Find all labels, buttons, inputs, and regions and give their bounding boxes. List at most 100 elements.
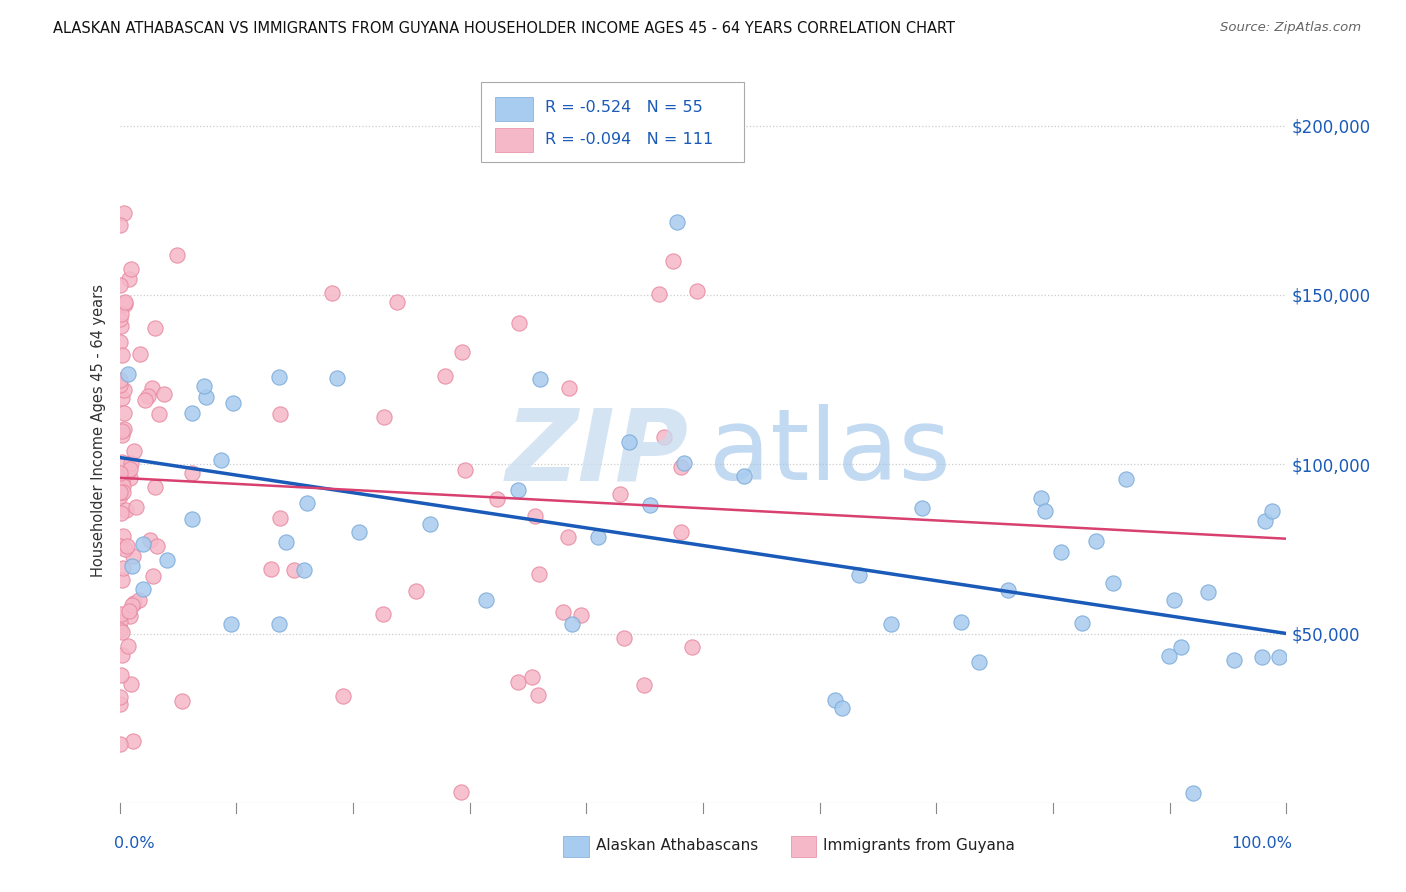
Point: [1031, 491, 1053, 505]
Point: [1033, 504, 1056, 518]
Point: [486, 491, 509, 506]
Point: [166, 248, 188, 262]
Point: [1170, 640, 1192, 654]
Point: [111, 529, 134, 543]
Point: [1115, 472, 1137, 486]
Point: [110, 319, 132, 334]
Point: [108, 697, 131, 711]
Point: [274, 534, 297, 549]
Point: [120, 462, 142, 476]
Point: [108, 218, 131, 232]
Point: [122, 549, 145, 563]
Point: [142, 569, 165, 583]
Text: ZIP: ZIP: [506, 404, 689, 501]
Point: [561, 617, 583, 632]
Point: [111, 648, 134, 663]
Point: [195, 390, 218, 404]
Point: [120, 261, 142, 276]
Point: [108, 334, 131, 349]
Text: R = -0.524   N = 55: R = -0.524 N = 55: [546, 101, 703, 115]
Point: [108, 737, 131, 751]
Point: [136, 389, 159, 403]
Point: [152, 387, 174, 401]
Point: [134, 393, 156, 408]
Point: [619, 435, 641, 450]
Point: [108, 539, 131, 553]
Point: [112, 406, 135, 420]
Point: [117, 639, 139, 653]
Point: [260, 562, 283, 576]
Text: Alaskan Athabascans: Alaskan Athabascans: [596, 838, 758, 854]
Text: 100.0%: 100.0%: [1232, 837, 1292, 851]
Point: [111, 424, 134, 438]
Point: [143, 480, 166, 494]
Point: [121, 599, 143, 613]
Point: [848, 567, 870, 582]
Point: [529, 372, 551, 386]
Text: atlas: atlas: [709, 404, 950, 501]
Point: [969, 655, 991, 669]
Point: [1050, 545, 1073, 559]
Text: R = -0.094   N = 111: R = -0.094 N = 111: [546, 132, 714, 146]
Point: [118, 271, 141, 285]
Point: [824, 693, 846, 707]
Point: [267, 370, 290, 384]
Point: [734, 469, 756, 483]
Point: [110, 506, 132, 520]
Point: [108, 311, 131, 326]
Point: [523, 508, 546, 523]
Point: [125, 500, 148, 514]
Point: [586, 530, 609, 544]
Point: [117, 465, 139, 479]
Point: [219, 617, 242, 632]
Point: [553, 605, 575, 619]
Point: [112, 422, 135, 436]
Point: [145, 539, 167, 553]
Point: [108, 467, 131, 481]
Text: Immigrants from Guyana: Immigrants from Guyana: [823, 838, 1015, 854]
Point: [269, 511, 291, 525]
Text: ALASKAN ATHABASCAN VS IMMIGRANTS FROM GUYANA HOUSEHOLDER INCOME AGES 45 - 64 YEA: ALASKAN ATHABASCAN VS IMMIGRANTS FROM GU…: [53, 21, 956, 37]
Point: [508, 674, 530, 689]
Point: [117, 367, 139, 381]
Point: [108, 623, 131, 637]
Point: [880, 617, 903, 632]
Point: [454, 463, 477, 477]
Point: [120, 608, 142, 623]
Point: [108, 690, 131, 704]
Point: [112, 206, 135, 220]
Point: [120, 676, 142, 690]
Point: [269, 407, 291, 421]
Point: [108, 277, 131, 292]
Point: [638, 499, 661, 513]
Point: [128, 347, 150, 361]
Point: [666, 215, 689, 229]
Point: [405, 583, 427, 598]
Point: [111, 479, 134, 493]
Point: [209, 453, 232, 467]
Point: [662, 254, 685, 268]
Point: [115, 540, 138, 554]
Point: [520, 670, 543, 684]
Point: [108, 373, 131, 387]
Point: [347, 525, 370, 540]
Bar: [790, 837, 817, 857]
Point: [686, 284, 709, 298]
Point: [669, 460, 692, 475]
Point: [292, 564, 315, 578]
Point: [111, 428, 134, 442]
Point: [569, 607, 592, 622]
Point: [111, 475, 134, 489]
Point: [911, 501, 934, 516]
Point: [508, 316, 530, 330]
Point: [180, 512, 202, 526]
Point: [110, 607, 132, 621]
Point: [434, 368, 457, 383]
Point: [108, 485, 131, 500]
Point: [108, 378, 131, 392]
Point: [609, 487, 631, 501]
Text: Source: ZipAtlas.com: Source: ZipAtlas.com: [1220, 21, 1361, 35]
Point: [326, 371, 349, 385]
Text: 0.0%: 0.0%: [114, 837, 155, 851]
Point: [558, 381, 581, 395]
